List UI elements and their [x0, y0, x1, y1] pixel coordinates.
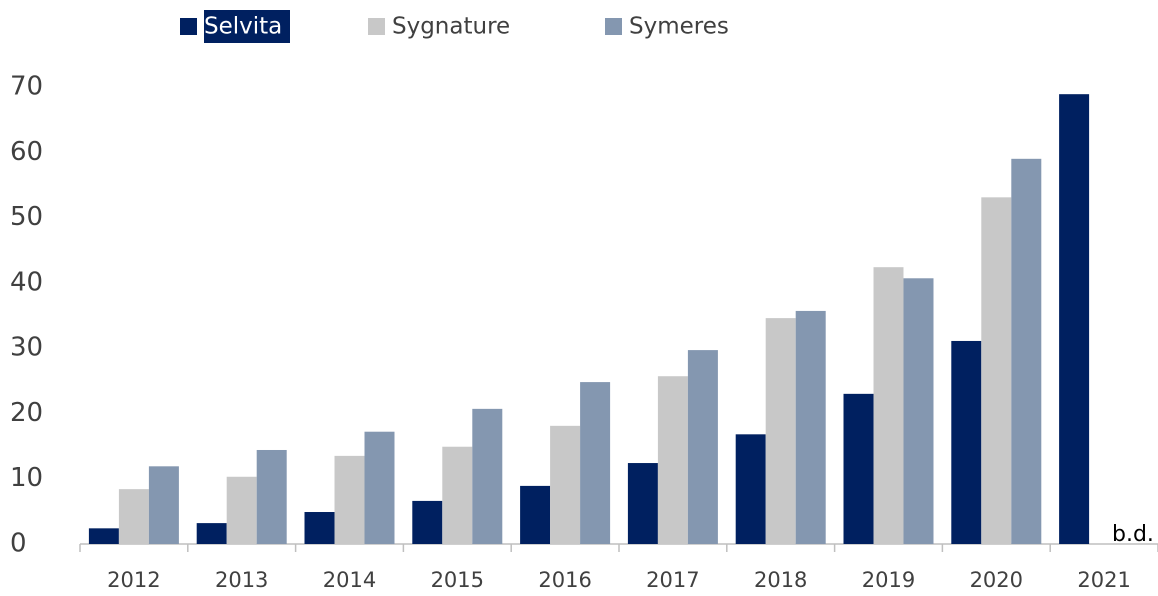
x-tick-label: 2017: [646, 568, 699, 592]
annotation: b.d.: [1112, 522, 1154, 547]
bar: [520, 485, 551, 544]
bar: [334, 455, 365, 544]
bar: [472, 408, 503, 544]
y-tick-label: 40: [10, 267, 43, 297]
bar: [364, 431, 395, 544]
bar: [873, 267, 904, 544]
legend-label: Sygnature: [392, 14, 510, 40]
y-tick-label: 60: [10, 137, 43, 167]
x-tick-label: 2014: [323, 568, 376, 592]
x-tick-label: 2015: [431, 568, 484, 592]
bar: [687, 350, 718, 544]
y-tick-label: 70: [10, 72, 43, 102]
x-tick-label: 2021: [1077, 568, 1130, 592]
y-tick-label: 10: [10, 463, 43, 493]
bar: [1059, 94, 1090, 544]
x-tick-label: 2012: [107, 568, 160, 592]
legend-highlight: [204, 10, 290, 43]
y-tick-label: 50: [10, 202, 43, 232]
bar: [412, 500, 443, 544]
bar: [550, 425, 581, 544]
bar: [1011, 158, 1042, 545]
x-tick-label: 2020: [970, 568, 1023, 592]
legend-swatch: [605, 18, 622, 35]
bar: [795, 310, 826, 544]
bar: [226, 476, 257, 544]
bar: [196, 523, 227, 544]
x-tick-label: 2019: [862, 568, 915, 592]
bar: [148, 466, 179, 544]
x-tick-label: 2018: [754, 568, 807, 592]
y-tick-label: 30: [10, 333, 43, 363]
bar: [951, 340, 982, 544]
bar: [304, 512, 335, 544]
bar: [735, 434, 766, 544]
y-tick-label: 20: [10, 398, 43, 428]
bar: [903, 278, 934, 544]
bar: [442, 446, 473, 544]
bar: [765, 318, 796, 544]
legend-label: Symeres: [629, 14, 729, 40]
y-tick-label: 0: [10, 529, 27, 559]
bar: [981, 197, 1012, 544]
x-tick-label: 2013: [215, 568, 268, 592]
bar: [580, 382, 611, 544]
x-tick-label: 2016: [538, 568, 591, 592]
legend-swatch: [180, 18, 197, 35]
bar: [256, 449, 287, 544]
bar: [88, 528, 119, 544]
bar: [843, 393, 874, 544]
bar: [657, 376, 688, 544]
bar: [118, 489, 149, 544]
legend-swatch: [368, 18, 385, 35]
bar: [627, 463, 658, 544]
legend-label: Selvita: [204, 14, 282, 40]
